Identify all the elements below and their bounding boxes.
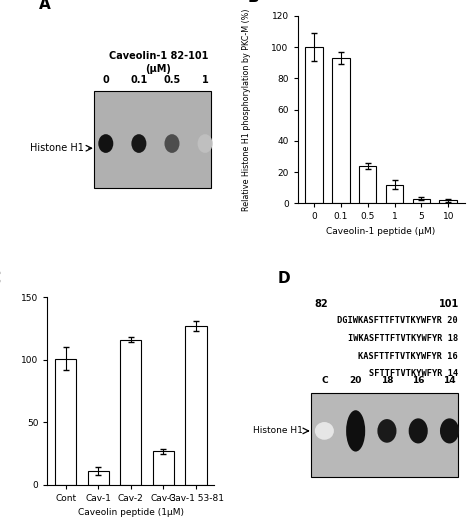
- Text: SFTTFTVTKYWFYR 14: SFTTFTVTKYWFYR 14: [369, 369, 458, 378]
- Text: D: D: [278, 271, 290, 286]
- Ellipse shape: [315, 422, 334, 440]
- Ellipse shape: [198, 134, 212, 153]
- Ellipse shape: [131, 134, 146, 153]
- Text: 82: 82: [314, 299, 328, 309]
- Text: DGIWKASFTTFTVTKYWFYR 20: DGIWKASFTTFTVTKYWFYR 20: [337, 316, 458, 325]
- Text: 14: 14: [443, 376, 456, 385]
- Text: 0.5: 0.5: [164, 75, 181, 85]
- Bar: [359, 166, 376, 203]
- Ellipse shape: [409, 418, 428, 443]
- Bar: [305, 47, 323, 203]
- Bar: [88, 471, 109, 485]
- Text: 20: 20: [349, 376, 362, 385]
- Text: 0.1: 0.1: [130, 75, 147, 85]
- Bar: [439, 200, 457, 203]
- X-axis label: Caveolin peptide (1μM): Caveolin peptide (1μM): [78, 509, 184, 518]
- Text: IWKASFTTFTVTKYWFYR 18: IWKASFTTFTVTKYWFYR 18: [347, 334, 458, 343]
- Bar: [94, 91, 211, 189]
- Text: 101: 101: [439, 299, 459, 309]
- Bar: [185, 326, 207, 485]
- Text: (μM): (μM): [146, 64, 171, 74]
- Text: C: C: [321, 376, 328, 385]
- Bar: [55, 358, 76, 485]
- Bar: [120, 340, 141, 485]
- X-axis label: Caveolin-1 peptide (μM): Caveolin-1 peptide (μM): [327, 227, 436, 236]
- Ellipse shape: [164, 134, 180, 153]
- Bar: [332, 58, 349, 203]
- Bar: [386, 184, 403, 203]
- Text: 1: 1: [202, 75, 209, 85]
- Bar: [413, 199, 430, 203]
- Text: Histone H1: Histone H1: [253, 426, 303, 435]
- Ellipse shape: [377, 419, 396, 443]
- Ellipse shape: [98, 134, 113, 153]
- Text: Histone H1: Histone H1: [30, 143, 84, 153]
- Ellipse shape: [346, 410, 365, 452]
- Bar: [311, 393, 458, 477]
- Ellipse shape: [440, 418, 459, 443]
- Bar: [153, 451, 174, 485]
- Text: KASFTTFTVTKYWFYR 16: KASFTTFTVTKYWFYR 16: [358, 352, 458, 360]
- Text: 16: 16: [412, 376, 425, 385]
- Text: B: B: [247, 0, 259, 5]
- Y-axis label: Relative Histone H1 phosphorylation by PKC-M (%): Relative Histone H1 phosphorylation by P…: [242, 8, 251, 211]
- Text: 0: 0: [102, 75, 109, 85]
- Text: Caveolin-1 82-101: Caveolin-1 82-101: [109, 51, 208, 61]
- Text: A: A: [39, 0, 51, 12]
- Text: 18: 18: [381, 376, 393, 385]
